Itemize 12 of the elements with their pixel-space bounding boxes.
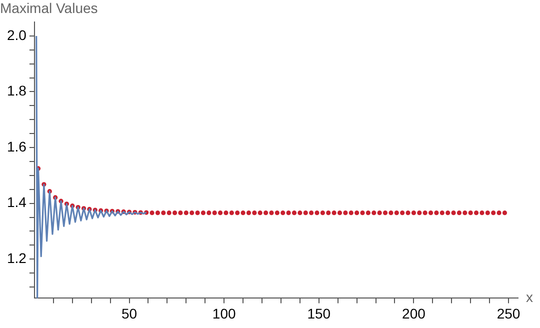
y-tick-label: 1.6 bbox=[6, 138, 27, 154]
y-tick-label: 1.2 bbox=[6, 250, 27, 266]
y-tick-label: 2.0 bbox=[6, 26, 27, 43]
y-axis-title: Maximal Values bbox=[0, 0, 98, 16]
x-axis-title: x bbox=[526, 289, 533, 306]
y-tick-label: 1.4 bbox=[6, 194, 27, 210]
x-tick-label: 200 bbox=[402, 305, 426, 322]
x-tick-label: 50 bbox=[121, 305, 138, 322]
x-tick-label: 100 bbox=[212, 305, 236, 322]
x-tick-label: 150 bbox=[307, 305, 331, 322]
y-tick-label: 1.8 bbox=[6, 82, 27, 99]
x-tick-label: 250 bbox=[496, 305, 520, 322]
